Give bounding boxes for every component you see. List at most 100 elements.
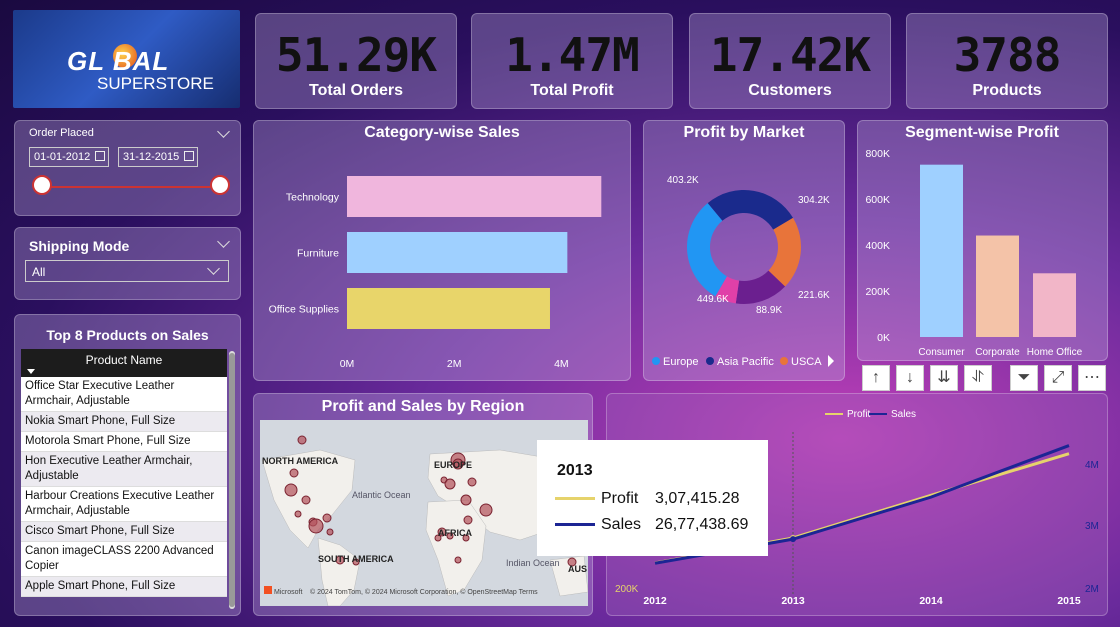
y-axis-label: 4M	[1085, 460, 1099, 471]
table-title: Top 8 Products on Sales	[46, 327, 209, 343]
end-date-value: 31-12-2015	[123, 151, 180, 163]
shipping-mode-dropdown[interactable]: All	[25, 260, 229, 282]
legend-dot	[780, 357, 788, 365]
category-sales-chart: Category-wise Sales Technology Furniture O…	[269, 124, 602, 370]
arrow-up-icon[interactable]: ↑	[862, 365, 890, 391]
map-label: AFRICA	[438, 528, 472, 538]
expand-hierarchy-icon[interactable]: ⥯	[964, 365, 992, 391]
slice-label: 403.2K	[667, 175, 699, 186]
kpi-customers: 17.42K Customers	[689, 13, 891, 109]
tooltip-series-name: Profit	[601, 490, 639, 507]
y-tick-label: 200K	[865, 286, 890, 298]
logo-line2: SUPERSTORE	[97, 74, 214, 93]
x-tick-label: 4M	[554, 358, 569, 370]
date-range-track[interactable]	[43, 186, 223, 188]
top-products-table: Top 8 Products on Sales Product Name Off…	[14, 314, 241, 616]
chevron-down-icon	[207, 262, 220, 275]
table-row[interactable]: Motorola Smart Phone, Full Size	[21, 432, 227, 452]
y-tick-label: 600K	[865, 194, 890, 206]
order-placed-slicer: Order Placed 01-01-2012 31-12-2015	[14, 120, 241, 216]
y-tick-label: 0K	[877, 332, 890, 344]
x-tick-label: 2012	[643, 595, 667, 607]
table-row[interactable]: Harbour Creations Executive Leather Armc…	[21, 487, 227, 522]
donut-slice	[715, 276, 740, 304]
range-end-handle[interactable]	[210, 175, 230, 195]
table-row[interactable]: Hon Executive Leather Armchair, Adjustab…	[21, 452, 227, 487]
tooltip-value: 26,77,438.69	[655, 516, 749, 533]
column-header-label: Product Name	[85, 353, 163, 367]
map-title: Profit and Sales by Region	[321, 398, 525, 415]
y-tick-label: 400K	[865, 240, 890, 252]
kpi-label: Total Profit	[530, 82, 614, 99]
y-tick-label: 800K	[865, 148, 890, 160]
legend-label: USCA	[791, 356, 822, 368]
legend-dot	[706, 357, 714, 365]
calendar-icon[interactable]	[184, 151, 194, 161]
y-axis-label: 3M	[1085, 521, 1099, 532]
table-row[interactable]: Nokia Smart Phone, Full Size	[21, 412, 227, 432]
donut-slice	[768, 217, 801, 287]
map-label: EUROPE	[434, 460, 472, 470]
map-brand: Microsoft	[274, 589, 302, 596]
end-date-input[interactable]: 31-12-2015	[118, 147, 198, 167]
kpi-products: 3788 Products	[906, 13, 1108, 109]
scrollbar-thumb[interactable]	[229, 353, 235, 607]
x-tick-label: 0M	[340, 358, 355, 370]
table-row[interactable]: Cisco Smart Phone, Full Size	[21, 522, 227, 542]
kpi-value: 17.42K	[709, 28, 871, 82]
table-scrollbar[interactable]	[229, 351, 235, 609]
slice-label: 449.6K	[697, 294, 729, 305]
bar	[347, 176, 602, 217]
tooltip-row-profit: Profit 3,07,415.28	[555, 490, 740, 508]
column-header-product-name[interactable]: Product Name	[21, 349, 227, 377]
chevron-down-icon[interactable]	[217, 235, 230, 248]
map-label: Atlantic Ocean	[352, 490, 411, 500]
table-row[interactable]: Apple Smart Phone, Full Size	[21, 577, 227, 597]
kpi-label: Customers	[748, 82, 832, 99]
bar	[347, 288, 550, 329]
range-start-handle[interactable]	[32, 175, 52, 195]
x-tick-label: 2013	[781, 595, 805, 607]
table-row[interactable]: Canon imageCLASS 2200 Advanced Copier	[21, 542, 227, 577]
bar	[920, 164, 963, 337]
legend-next-icon	[828, 355, 834, 367]
category-label: Consumer	[918, 347, 965, 358]
legend-label: Sales	[891, 409, 916, 420]
logo-line1: GL BAL	[67, 46, 170, 76]
calendar-icon[interactable]	[95, 151, 105, 161]
x-tick-label: 2014	[919, 595, 943, 607]
kpi-label: Products	[972, 82, 1042, 99]
legend-label: Europe	[663, 356, 698, 368]
world-map[interactable]: NORTH AMERICA EUROPE Atlantic Ocean AFRI…	[260, 420, 588, 606]
more-options-icon[interactable]: ⋯	[1078, 365, 1106, 391]
table-body: Office Star Executive Leather Armchair, …	[21, 377, 227, 609]
filter-icon[interactable]: ⏷	[1010, 365, 1038, 391]
slice-label: 304.2K	[798, 195, 830, 206]
segment-profit-chart: Segment-wise Profit 0K 200K 400K 600K 800K Co…	[865, 124, 1083, 358]
y-axis-label: 200K	[615, 584, 639, 595]
chevron-down-icon[interactable]	[217, 125, 230, 138]
category-label: Home Office	[1027, 347, 1083, 358]
sort-descending-icon[interactable]	[27, 369, 35, 374]
category-label: Corporate	[975, 347, 1020, 358]
table-row[interactable]: Office Star Executive Leather Armchair, …	[21, 377, 227, 412]
legend-swatch	[555, 523, 595, 527]
microsoft-logo-icon	[264, 586, 272, 594]
slice-label: 88.9K	[756, 305, 782, 316]
chart-tooltip: 2013 Profit 3,07,415.28 Sales 26,77,438.…	[537, 440, 768, 556]
map-label: NORTH AMERICA	[262, 456, 339, 466]
category-label: Furniture	[297, 248, 339, 260]
map-label: Indian Ocean	[506, 558, 560, 568]
double-arrow-down-icon[interactable]: ⇊	[930, 365, 958, 391]
category-label: Office Supplies	[269, 304, 339, 316]
category-label: Technology	[286, 192, 340, 204]
global-superstore-logo: GL BAL SUPERSTORE	[13, 10, 240, 108]
x-tick-label: 2015	[1057, 595, 1081, 607]
bar	[1033, 273, 1076, 337]
chart-title: Segment-wise Profit	[905, 124, 1059, 141]
arrow-down-icon[interactable]: ↓	[896, 365, 924, 391]
focus-mode-icon[interactable]: ⤢	[1044, 365, 1072, 391]
slicer-title: Shipping Mode	[29, 238, 130, 254]
start-date-input[interactable]: 01-01-2012	[29, 147, 109, 167]
donut-slice	[707, 190, 794, 230]
